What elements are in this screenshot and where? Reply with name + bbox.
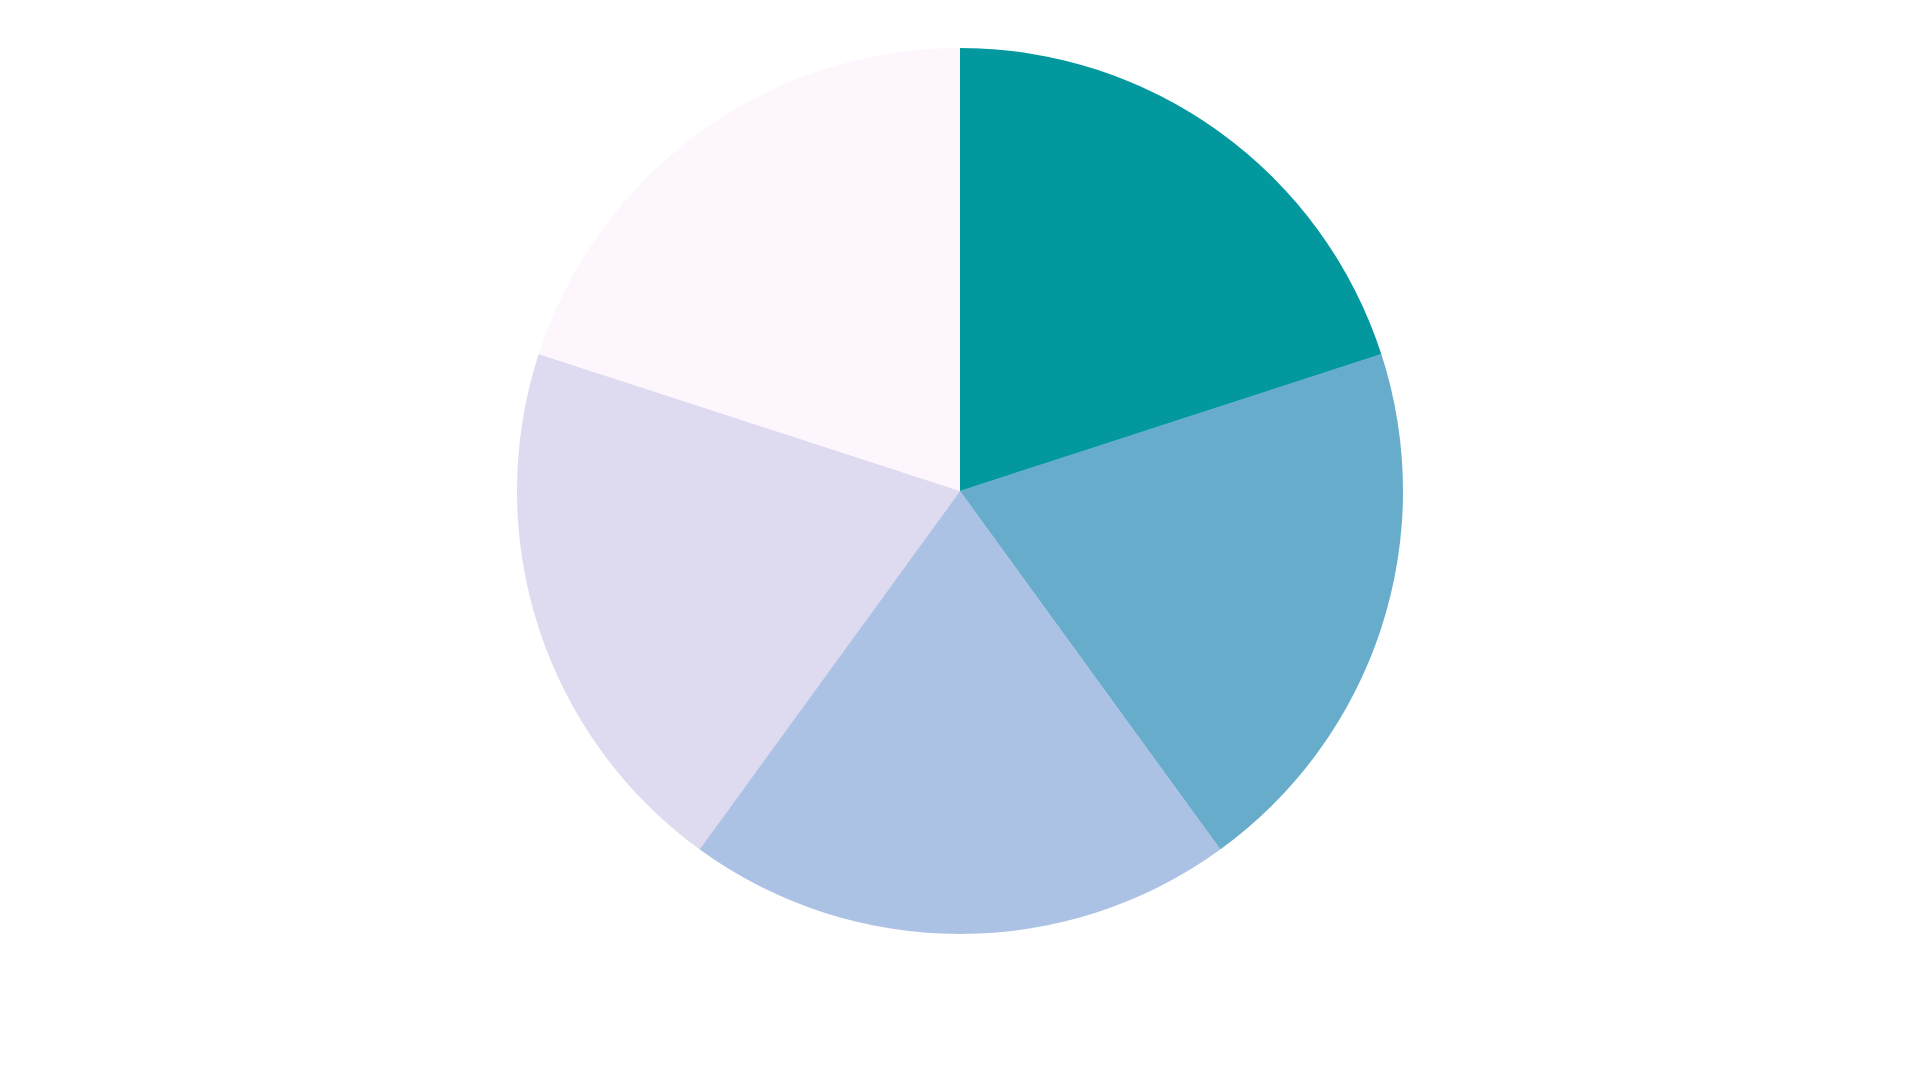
pie-slice-1	[960, 48, 1382, 491]
pie-slice-4	[517, 354, 960, 850]
pie-slice-2	[960, 354, 1403, 850]
pie-slices	[517, 48, 1403, 934]
pie-slice-5	[538, 48, 960, 491]
pie-slice-3	[699, 491, 1221, 934]
